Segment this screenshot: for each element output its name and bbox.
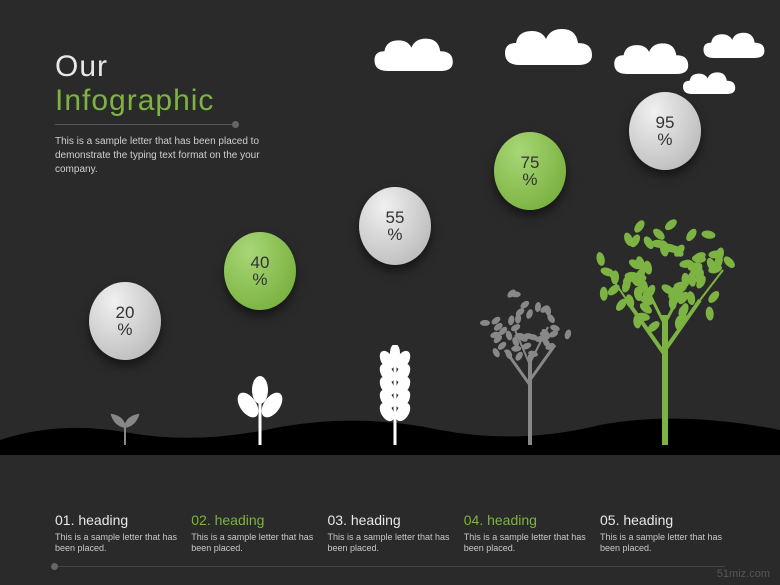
cloud-icon — [680, 70, 740, 105]
percent-bubble: 20% — [89, 282, 161, 360]
footer-text: This is a sample letter that has been pl… — [464, 532, 589, 555]
cloud-icon — [370, 35, 460, 85]
plant-icon — [107, 409, 143, 450]
plant-icon — [470, 285, 590, 450]
footer-text: This is a sample letter that has been pl… — [55, 532, 180, 555]
footer-item: 02. heading This is a sample letter that … — [191, 512, 316, 555]
footer-text: This is a sample letter that has been pl… — [328, 532, 453, 555]
footer: 01. heading This is a sample letter that … — [55, 512, 725, 555]
footer-item: 05. heading This is a sample letter that … — [600, 512, 725, 555]
footer-text: This is a sample letter that has been pl… — [600, 532, 725, 555]
percent-value: 40% — [251, 254, 270, 288]
plant-icon — [365, 345, 425, 450]
title-line2: Infographic — [55, 84, 235, 125]
percent-bubble: 40% — [224, 232, 296, 310]
plant-icon — [235, 375, 285, 450]
percent-value: 55% — [386, 209, 405, 243]
footer-heading: 02. heading — [191, 512, 316, 528]
footer-heading: 01. heading — [55, 512, 180, 528]
percent-bubble: 95% — [629, 92, 701, 170]
title-line1: Our — [55, 50, 265, 84]
footer-text: This is a sample letter that has been pl… — [191, 532, 316, 555]
footer-item: 04. heading This is a sample letter that … — [464, 512, 589, 555]
watermark: 51miz.com — [717, 568, 770, 580]
footer-item: 01. heading This is a sample letter that … — [55, 512, 180, 555]
percent-value: 95% — [656, 114, 675, 148]
percent-value: 20% — [116, 304, 135, 338]
footer-divider — [55, 566, 725, 567]
cloud-icon — [700, 30, 770, 70]
footer-heading: 03. heading — [328, 512, 453, 528]
plant-icon — [585, 215, 745, 450]
percent-bubble: 75% — [494, 132, 566, 210]
footer-heading: 05. heading — [600, 512, 725, 528]
cloud-icon — [500, 25, 600, 80]
percent-value: 75% — [521, 154, 540, 188]
growth-area: 20%40%55%75%95% — [0, 120, 780, 450]
percent-bubble: 55% — [359, 187, 431, 265]
footer-heading: 04. heading — [464, 512, 589, 528]
footer-item: 03. heading This is a sample letter that … — [328, 512, 453, 555]
